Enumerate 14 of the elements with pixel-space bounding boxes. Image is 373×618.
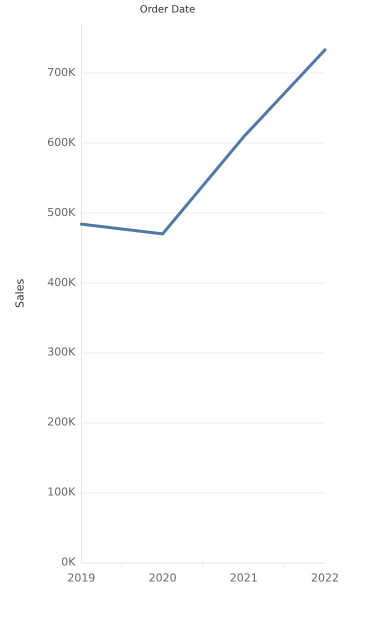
x-tick-label: 2019 bbox=[67, 571, 96, 584]
y-tick-label: 300K bbox=[47, 346, 76, 359]
x-tick-label: 2020 bbox=[148, 571, 177, 584]
chart-title: Order Date bbox=[140, 4, 196, 16]
y-tick-label: 500K bbox=[47, 206, 76, 219]
y-tick-label: 600K bbox=[47, 136, 76, 149]
y-tick-label: 200K bbox=[47, 416, 76, 429]
y-tick-label: 400K bbox=[47, 276, 76, 289]
x-tick-label: 2022 bbox=[311, 571, 339, 584]
y-axis-title: Sales bbox=[13, 278, 26, 308]
y-tick-label: 100K bbox=[47, 486, 76, 499]
x-tick-label: 2021 bbox=[230, 571, 258, 584]
y-tick-label: 0K bbox=[61, 556, 76, 569]
y-tick-label: 700K bbox=[47, 66, 76, 79]
